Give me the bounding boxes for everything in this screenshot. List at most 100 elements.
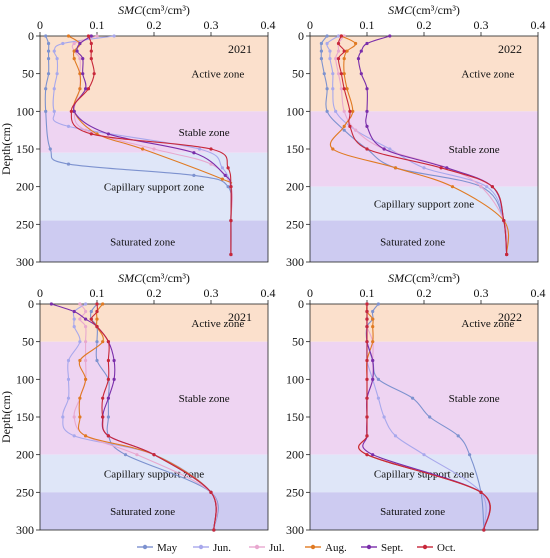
data-point — [365, 415, 369, 419]
zone-label: Saturated zone — [110, 506, 175, 518]
data-point — [89, 309, 93, 314]
data-point — [354, 41, 358, 46]
zone-band-3 — [40, 454, 268, 493]
legend-item-may: May — [137, 542, 178, 554]
zone-label: Stable zone — [449, 144, 500, 156]
data-point — [81, 57, 85, 61]
data-point — [192, 173, 196, 177]
data-point — [428, 415, 432, 419]
data-point — [339, 87, 343, 91]
y-tick-label: 250 — [286, 485, 304, 499]
y-tick-label: 100 — [16, 372, 34, 386]
data-point — [66, 162, 71, 166]
y-tick-label: 0 — [28, 297, 34, 311]
data-point — [89, 49, 93, 53]
zone-label: Capillary support zone — [374, 199, 474, 211]
data-point — [78, 415, 82, 419]
x-axis-var: SMC — [388, 271, 413, 285]
x-tick-label: 0.3 — [204, 286, 219, 300]
data-point — [52, 87, 56, 91]
data-point — [84, 302, 88, 306]
data-point — [371, 453, 375, 457]
data-point — [46, 41, 51, 46]
x-axis-var: SMC — [118, 271, 143, 285]
zone-label: Stable zone — [449, 393, 500, 405]
data-point — [365, 434, 369, 438]
data-point — [46, 49, 51, 53]
data-point — [468, 453, 472, 457]
data-point — [365, 309, 369, 314]
data-point — [359, 49, 363, 53]
data-point — [84, 358, 88, 363]
y-tick-label: 100 — [286, 372, 304, 386]
data-point — [66, 377, 71, 381]
data-point — [365, 109, 369, 113]
zone-label: Saturated zone — [110, 236, 175, 248]
data-point — [152, 147, 156, 151]
data-point — [490, 185, 494, 189]
panel-year: 2021 — [228, 42, 252, 56]
zone-band-1 — [40, 304, 268, 342]
legend-swatch-marker — [142, 544, 148, 550]
panel-4: Active zone Stable zone Capillary support … — [286, 271, 546, 537]
x-tick-label: 0.4 — [531, 18, 546, 32]
zone-band-2 — [310, 111, 538, 187]
data-point — [209, 490, 213, 494]
data-point — [376, 302, 380, 306]
data-point — [376, 396, 380, 400]
zone-label: Active zone — [191, 69, 244, 81]
data-point — [141, 147, 145, 151]
y-tick-label: 300 — [286, 255, 304, 269]
y-axis-title: Depth(cm) — [0, 123, 13, 175]
data-point — [382, 147, 386, 151]
data-point — [78, 72, 82, 76]
data-point — [502, 218, 506, 223]
legend-label: Oct. — [437, 542, 456, 554]
data-point — [106, 434, 110, 438]
zone-label: Saturated zone — [380, 506, 445, 518]
data-point — [342, 109, 346, 113]
data-point — [342, 124, 346, 128]
data-point — [86, 34, 91, 38]
data-point — [95, 34, 99, 38]
data-point — [505, 252, 509, 257]
data-point — [66, 34, 71, 38]
legend-item-jun: Jun. — [193, 542, 231, 554]
data-point — [334, 57, 338, 61]
series-oct — [358, 302, 491, 532]
data-point — [52, 109, 56, 113]
data-point — [422, 453, 426, 457]
data-point — [319, 41, 323, 46]
x-axis-title: SMC(cm³/cm³) — [118, 271, 190, 285]
data-point — [485, 185, 489, 189]
data-point — [52, 49, 56, 53]
data-point — [382, 415, 386, 419]
data-point — [66, 124, 71, 128]
data-point — [84, 325, 88, 329]
y-tick-label: 300 — [16, 255, 34, 269]
x-tick-label: 0.1 — [360, 18, 375, 32]
data-point — [44, 87, 48, 91]
data-point — [328, 49, 332, 53]
data-point — [325, 87, 329, 91]
y-tick-label: 200 — [16, 448, 34, 462]
data-point — [84, 317, 88, 321]
x-axis-title: SMC(cm³/cm³) — [118, 3, 190, 17]
y-tick-label: 200 — [16, 180, 34, 194]
data-point — [371, 309, 375, 314]
data-point — [365, 147, 369, 151]
data-point — [371, 358, 375, 363]
y-tick-label: 150 — [286, 142, 304, 156]
data-point — [220, 166, 224, 170]
data-point — [101, 302, 105, 306]
data-point — [84, 340, 88, 344]
data-point — [72, 57, 76, 61]
data-point — [72, 434, 76, 438]
x-axis-unit: (cm³/cm³) — [412, 271, 460, 285]
data-point — [365, 41, 369, 46]
y-tick-label: 0 — [298, 297, 304, 311]
data-point — [450, 185, 455, 189]
x-axis-var: SMC — [388, 3, 413, 17]
data-point — [439, 166, 443, 170]
data-point — [89, 57, 93, 61]
